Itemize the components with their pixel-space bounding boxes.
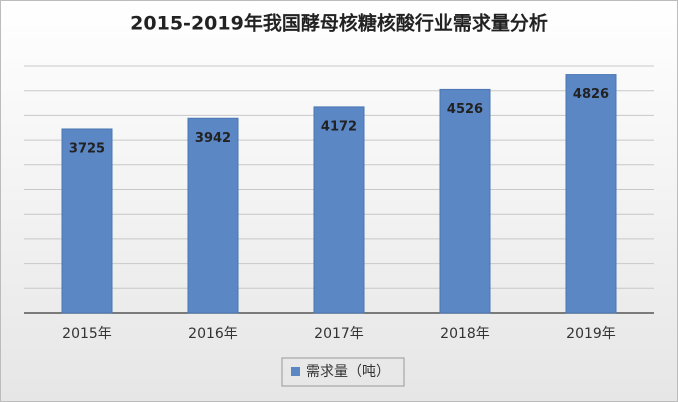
bar [439,88,491,314]
bar [313,106,365,314]
value-label: 4172 [321,119,357,134]
value-label: 4826 [573,87,609,102]
x-tick-label: 2019年 [566,326,616,342]
x-tick-label: 2017年 [314,326,364,342]
x-tick-label: 2016年 [188,326,238,342]
value-label: 4526 [447,102,483,117]
bar [565,74,617,314]
bar [61,128,113,314]
legend-box [281,357,405,387]
bar [187,117,239,314]
legend-label: 需求量（吨） [306,364,390,380]
value-label: 3942 [195,131,231,146]
chart-title: 2015-2019年我国酵母核糖核酸行业需求量分析 [130,12,548,35]
legend-swatch [291,367,300,376]
legend: 需求量（吨） [281,357,405,387]
x-tick-label: 2015年 [62,326,112,342]
x-tick-label: 2018年 [440,326,490,342]
value-label: 3725 [69,141,105,156]
